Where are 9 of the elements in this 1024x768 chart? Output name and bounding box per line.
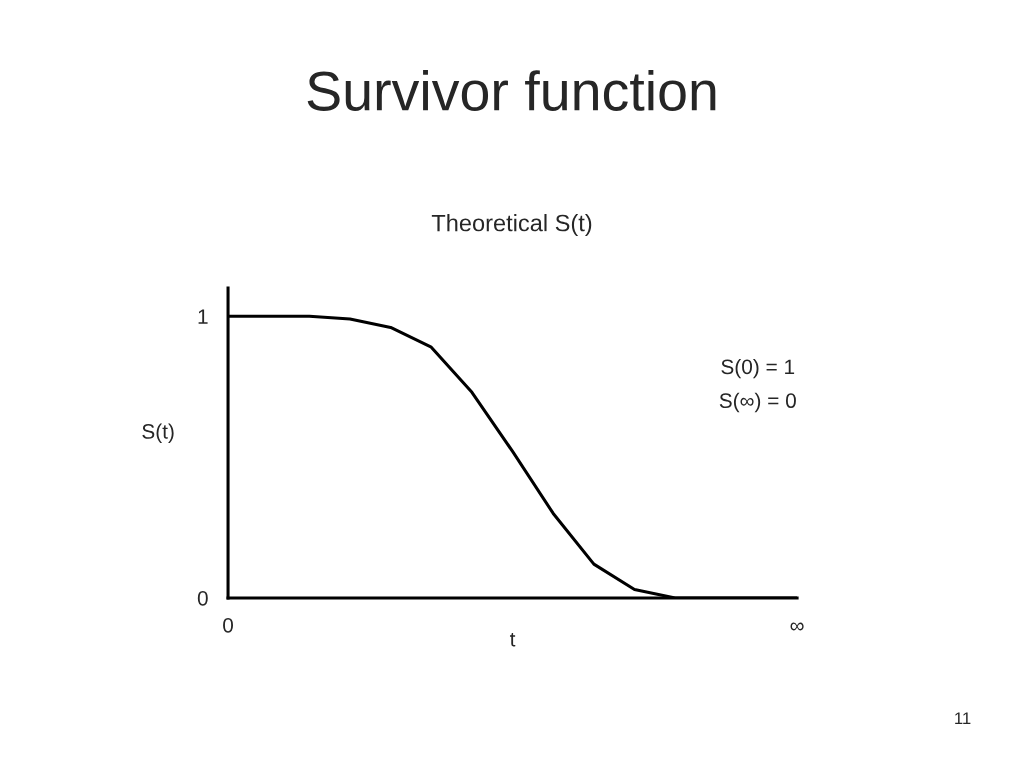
x-tick-label: ∞	[790, 622, 804, 631]
text: 11	[955, 712, 971, 724]
x-axis-title: t	[509, 632, 516, 647]
annotation: S(0) = 1	[721, 358, 795, 379]
chart-title: Survivor function	[307, 70, 716, 111]
y-tick-label: 1	[198, 309, 208, 324]
annotation: S(∞) = 0	[719, 392, 796, 413]
y-axis-title: S(t)	[142, 423, 174, 443]
chart-subtitle: Theoretical S(t)	[431, 214, 592, 237]
